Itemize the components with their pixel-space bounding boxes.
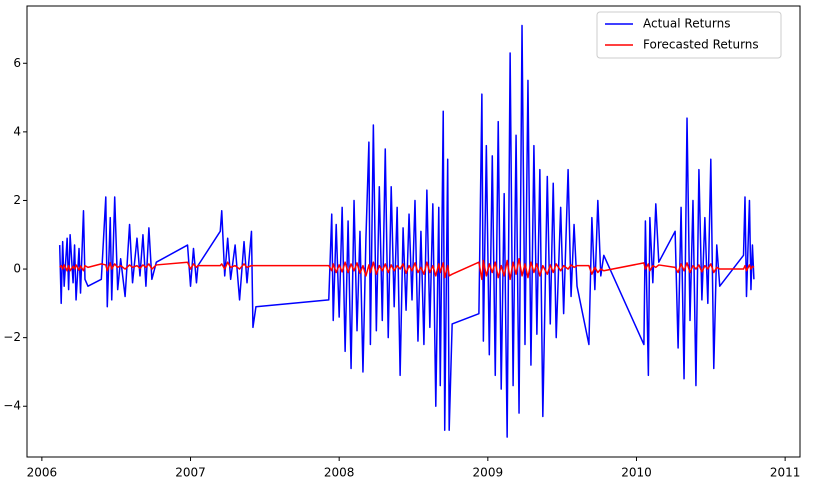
legend-label: Actual Returns xyxy=(643,17,730,31)
y-tick-label: 6 xyxy=(13,56,21,70)
y-tick-label: −2 xyxy=(3,330,21,344)
y-tick-label: 2 xyxy=(13,193,21,207)
plot-frame xyxy=(26,5,801,458)
x-tick-label: 2009 xyxy=(473,466,504,480)
x-tick-label: 2010 xyxy=(621,466,652,480)
x-tick-label: 2011 xyxy=(770,466,801,480)
line xyxy=(59,258,755,281)
legend-box xyxy=(596,11,782,59)
x-tick-label: 2007 xyxy=(175,466,206,480)
line xyxy=(58,24,755,438)
y-tick-label: 0 xyxy=(13,262,21,276)
y-tick-label: −4 xyxy=(3,399,21,413)
x-tick-label: 2008 xyxy=(324,466,355,480)
x-tick-label: 2006 xyxy=(27,466,58,480)
legend-label: Forecasted Returns xyxy=(643,38,759,52)
y-tick-label: 4 xyxy=(13,124,21,138)
